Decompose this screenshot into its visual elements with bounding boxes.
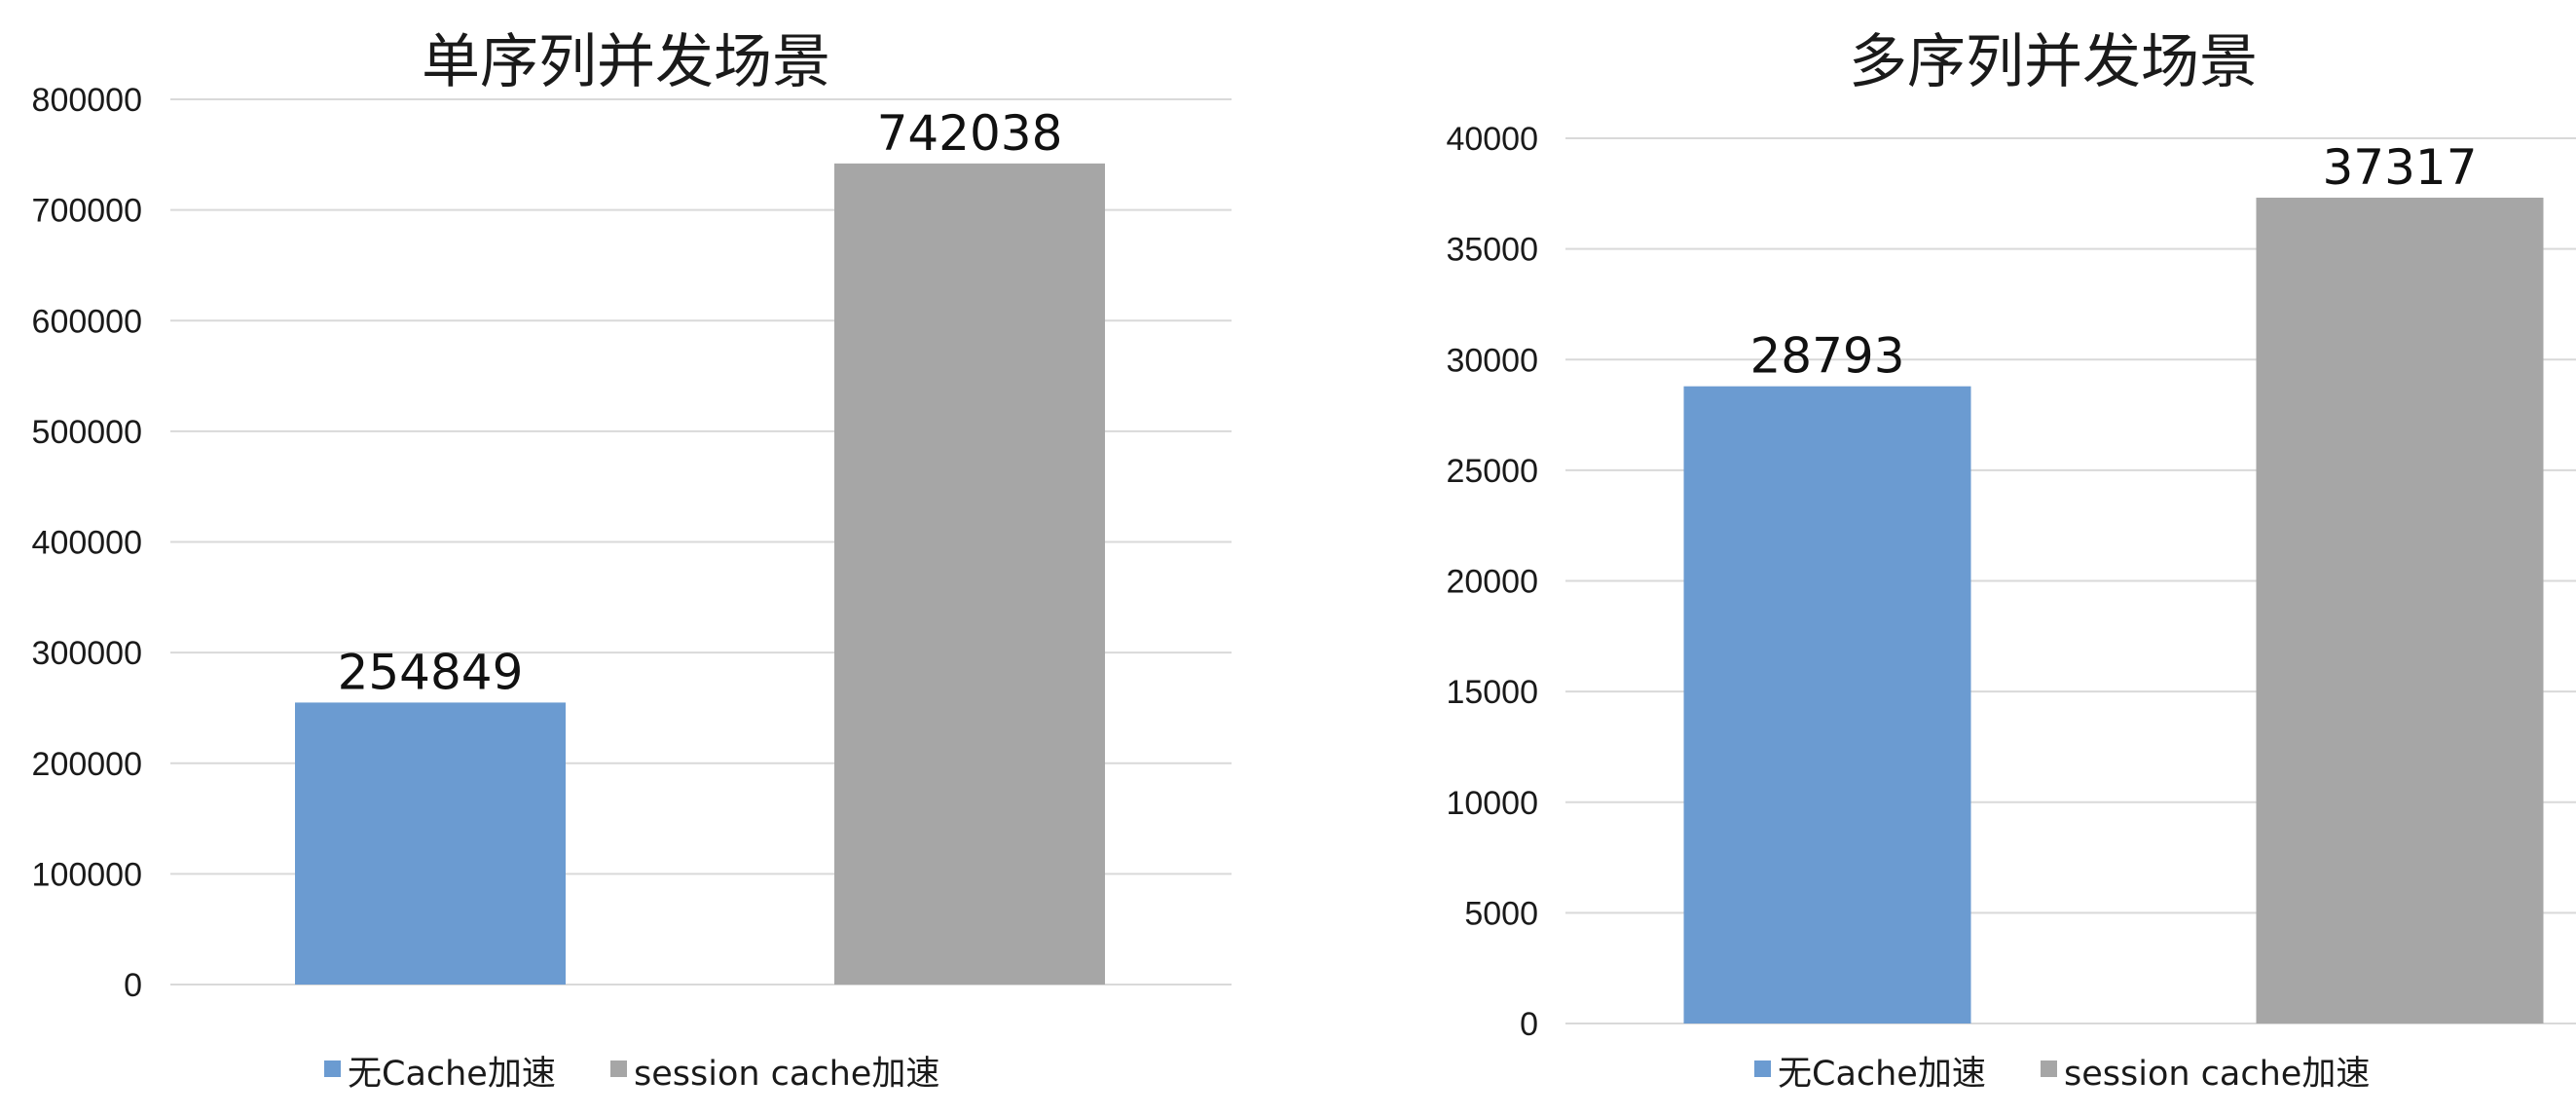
bar [834, 163, 1105, 986]
legend-swatch [2041, 1060, 2057, 1077]
bar [1683, 386, 1971, 1023]
legend-label: 无Cache加速 [348, 1055, 556, 1094]
chart-multi-sequence: 多序列并发场景 0 5000 10000 15000 20000 25000 30000 35… [1446, 28, 2576, 1094]
y-tick-label: 500000 [32, 414, 142, 451]
chart-title: 多序列并发场景 [1849, 28, 2258, 96]
legend-swatch [324, 1060, 341, 1077]
y-tick-label: 800000 [32, 82, 142, 119]
chart-single-sequence: 单序列并发场景 0 100000 200000 300000 400000 500000 6… [32, 28, 1232, 1094]
y-tick-label: 40000 [1446, 121, 1538, 158]
legend-label: session cache加速 [2064, 1055, 2370, 1094]
data-label: 28793 [1749, 328, 1904, 385]
y-tick-label: 600000 [32, 303, 142, 340]
data-label: 37317 [2322, 139, 2477, 196]
legend-swatch [610, 1060, 627, 1077]
data-label: 742038 [877, 105, 1063, 162]
legend-label: session cache加速 [634, 1055, 939, 1094]
y-tick-label: 0 [124, 967, 142, 1004]
chart-title: 单序列并发场景 [422, 28, 830, 96]
bar [2256, 197, 2544, 1023]
y-tick-label: 0 [1520, 1006, 1538, 1043]
y-tick-label: 700000 [32, 193, 142, 230]
y-tick-label: 30000 [1446, 342, 1538, 379]
y-tick-label: 400000 [32, 525, 142, 562]
y-tick-label: 10000 [1446, 785, 1538, 822]
legend-swatch [1754, 1060, 1771, 1077]
y-tick-label: 15000 [1446, 674, 1538, 711]
y-tick-label: 35000 [1446, 232, 1538, 269]
y-tick-label: 25000 [1446, 453, 1538, 490]
bar [295, 702, 566, 985]
y-tick-label: 20000 [1446, 564, 1538, 601]
y-tick-label: 200000 [32, 746, 142, 783]
data-label: 254849 [338, 644, 524, 700]
y-tick-label: 300000 [32, 635, 142, 672]
y-tick-label: 5000 [1464, 895, 1538, 932]
y-tick-label: 100000 [32, 856, 142, 893]
legend-label: 无Cache加速 [1778, 1055, 1986, 1094]
